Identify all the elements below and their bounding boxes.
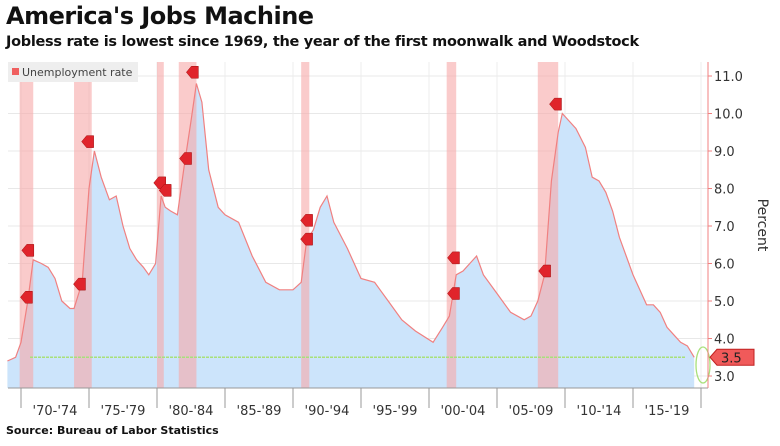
legend-swatch <box>12 68 19 75</box>
event-marker <box>538 264 551 278</box>
event-marker <box>21 244 35 257</box>
y-tick-label: 4.0 <box>714 333 735 348</box>
x-tick-label: '95-'99 <box>373 404 418 419</box>
recession-band <box>446 62 457 388</box>
event-marker <box>73 277 86 291</box>
event-marker <box>186 66 199 79</box>
event-marker <box>158 184 172 197</box>
chart-title: America's Jobs Machine <box>6 2 314 30</box>
last-value-badge <box>709 348 755 366</box>
x-tick-label: '00-'04 <box>441 404 486 419</box>
recession-band <box>74 62 92 388</box>
x-tick-label: '70-'74 <box>33 404 78 419</box>
legend <box>8 62 138 82</box>
recession-band <box>178 62 197 388</box>
chart-subtitle: Jobless rate is lowest since 1969, the y… <box>6 34 639 50</box>
x-tick-label: '90-'94 <box>305 404 350 419</box>
x-tick-label: '85-'89 <box>237 404 282 419</box>
y-tick-label: 11.0 <box>714 70 743 85</box>
y-tick-label: 10.0 <box>714 108 743 123</box>
event-marker <box>447 287 460 300</box>
last-value-label: 3.5 <box>721 351 742 366</box>
event-marker <box>300 214 313 227</box>
y-tick-label: 9.0 <box>714 145 735 160</box>
y-tick-label: 3.0 <box>714 370 735 385</box>
event-marker <box>20 291 33 304</box>
event-marker <box>179 152 192 165</box>
x-tick-label: '10-'14 <box>577 404 622 419</box>
x-tick-label: '80-'84 <box>169 404 214 419</box>
y-axis-label: Percent <box>754 199 770 252</box>
event-marker <box>300 232 313 246</box>
y-tick-label: 8.0 <box>714 183 735 198</box>
x-tick-label: '75-'79 <box>101 404 146 419</box>
y-tick-label: 5.0 <box>714 295 735 310</box>
y-tick-label: 6.0 <box>714 258 735 273</box>
event-marker <box>549 97 562 111</box>
event-marker <box>81 135 94 148</box>
legend-label: Unemployment rate <box>22 66 133 79</box>
x-tick-label: '15-'19 <box>645 404 690 419</box>
recession-band <box>19 62 34 388</box>
event-marker <box>447 251 460 265</box>
recession-band <box>157 62 164 388</box>
highlight-ellipse <box>695 346 711 384</box>
x-tick-label: '05-'09 <box>509 404 554 419</box>
y-tick-label: 7.0 <box>714 220 735 235</box>
source-note: Source: Bureau of Labor Statistics <box>6 424 219 437</box>
series-line <box>7 83 695 362</box>
